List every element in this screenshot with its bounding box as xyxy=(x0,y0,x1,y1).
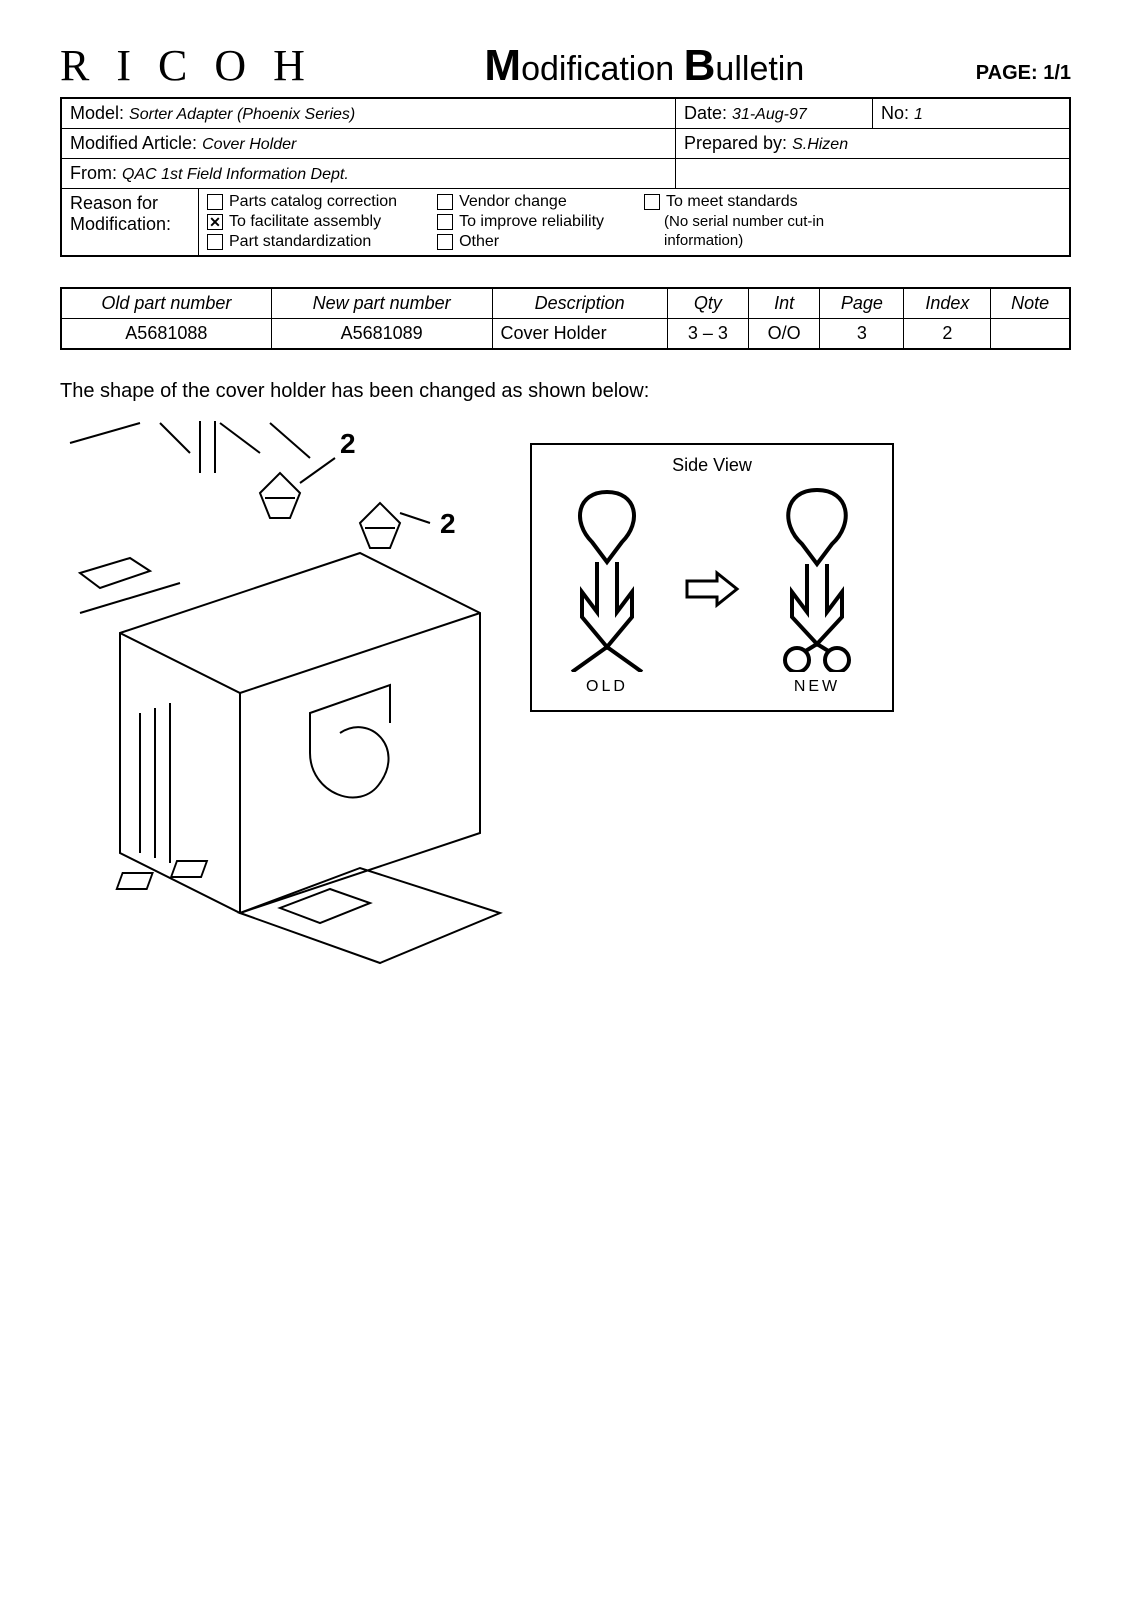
column-header: Note xyxy=(991,288,1070,319)
column-header: Old part number xyxy=(61,288,271,319)
old-label: OLD xyxy=(586,678,628,696)
model-label: Model: xyxy=(70,103,124,123)
new-part: A5681089 xyxy=(271,319,492,350)
reason-text: To meet standards xyxy=(666,193,798,211)
part-int: O/O xyxy=(749,319,820,350)
isometric-diagram: 2 2 xyxy=(60,413,520,973)
column-header: Int xyxy=(749,288,820,319)
part-desc: Cover Holder xyxy=(492,319,667,350)
from-value: QAC 1st Field Information Dept. xyxy=(122,166,349,183)
model-value: Sorter Adapter (Phoenix Series) xyxy=(129,106,355,123)
old-part: A5681088 xyxy=(61,319,271,350)
arrow-icon xyxy=(682,569,742,609)
reason-option: To meet standards xyxy=(644,193,824,211)
column-header: Description xyxy=(492,288,667,319)
checkbox-icon xyxy=(207,214,223,230)
checkbox-icon xyxy=(207,234,223,250)
new-clip-icon xyxy=(762,482,872,672)
prepared-label: Prepared by: xyxy=(684,133,787,153)
reason-text: To facilitate assembly xyxy=(229,213,381,231)
column-header: Page xyxy=(820,288,904,319)
reason-text: Other xyxy=(459,233,499,251)
date-label: Date: xyxy=(684,103,727,123)
no-label: No: xyxy=(881,103,909,123)
diagram-row: 2 2 Side View OLD xyxy=(60,413,1071,973)
no-value: 1 xyxy=(914,106,923,123)
column-header: Qty xyxy=(667,288,748,319)
part-page: 3 xyxy=(820,319,904,350)
table-row: A5681088 A5681089 Cover Holder 3 – 3 O/O… xyxy=(61,319,1070,350)
callout-2b: 2 xyxy=(440,508,456,539)
column-header: Index xyxy=(904,288,991,319)
reason-label: Reason for Modification: xyxy=(70,193,171,234)
date-value: 31-Aug-97 xyxy=(732,106,807,123)
checkbox-icon xyxy=(207,194,223,210)
reason-option: Parts catalog correction xyxy=(207,193,397,211)
part-note xyxy=(991,319,1070,350)
ricoh-logo: R I C O H xyxy=(60,40,313,91)
reason-checkboxes: Parts catalog correction To facilitate as… xyxy=(207,193,1061,251)
reason-text: Vendor change xyxy=(459,193,567,211)
meta-table: Model: Sorter Adapter (Phoenix Series) D… xyxy=(60,97,1071,257)
callout-2a: 2 xyxy=(340,428,356,459)
reason-option: Other xyxy=(437,233,604,251)
reason-text: Part standardization xyxy=(229,233,371,251)
reason-subnote: information) xyxy=(664,232,824,249)
reason-option: To improve reliability xyxy=(437,213,604,231)
reason-option: To facilitate assembly xyxy=(207,213,397,231)
prepared-value: S.Hizen xyxy=(792,136,848,153)
checkbox-icon xyxy=(644,194,660,210)
page-number: PAGE: 1/1 xyxy=(976,62,1071,91)
side-view-title: Side View xyxy=(552,455,872,476)
reason-option: Part standardization xyxy=(207,233,397,251)
checkbox-icon xyxy=(437,234,453,250)
reason-text: To improve reliability xyxy=(459,213,604,231)
doc-title: Modification Bulletin xyxy=(333,41,956,91)
from-label: From: xyxy=(70,163,117,183)
checkbox-icon xyxy=(437,214,453,230)
reason-subnote: (No serial number cut-in xyxy=(664,213,824,230)
part-qty: 3 – 3 xyxy=(667,319,748,350)
column-header: New part number xyxy=(271,288,492,319)
article-value: Cover Holder xyxy=(202,136,296,153)
old-clip-icon xyxy=(552,482,662,672)
parts-table: Old part numberNew part numberDescriptio… xyxy=(60,287,1071,350)
new-label: NEW xyxy=(794,678,840,696)
change-description: The shape of the cover holder has been c… xyxy=(60,380,1071,403)
part-index: 2 xyxy=(904,319,991,350)
reason-text: Parts catalog correction xyxy=(229,193,397,211)
header: R I C O H Modification Bulletin PAGE: 1/… xyxy=(60,40,1071,91)
checkbox-icon xyxy=(437,194,453,210)
side-view-box: Side View OLD xyxy=(530,443,894,712)
reason-option: Vendor change xyxy=(437,193,604,211)
article-label: Modified Article: xyxy=(70,133,197,153)
